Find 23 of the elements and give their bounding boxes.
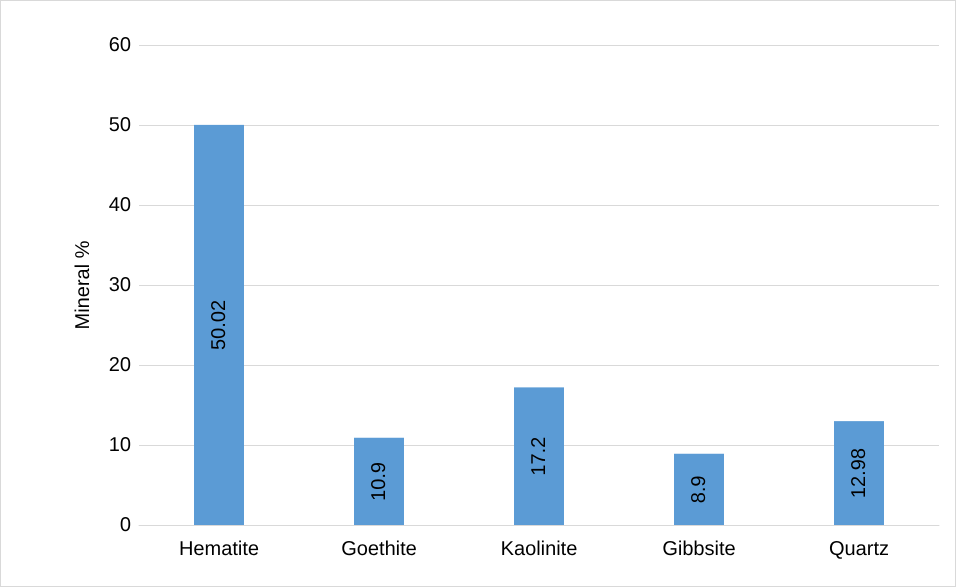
y-tick-label: 50	[108, 114, 131, 136]
y-axis-title: Mineral %	[72, 240, 94, 330]
bar	[674, 454, 724, 525]
data-label: 8.9	[688, 475, 710, 504]
bar	[354, 438, 404, 525]
x-tick-label: Hematite	[178, 538, 260, 560]
data-label: 50.02	[208, 300, 230, 350]
x-tick-label: Gibbsite	[662, 538, 736, 560]
x-tick-label: Goethite	[341, 538, 417, 560]
data-label: 10.9	[368, 462, 390, 501]
y-tick-label: 40	[108, 194, 131, 216]
y-tick-label: 60	[108, 34, 131, 56]
y-tick-label: 0	[120, 514, 131, 536]
data-label: 12.98	[848, 448, 870, 498]
x-tick-label: Kaolinite	[500, 538, 578, 560]
y-tick-label: 10	[108, 434, 131, 456]
x-tick-label: Quartz	[828, 538, 890, 560]
bar	[834, 421, 884, 525]
bar	[194, 124, 244, 525]
y-tick-label: 30	[108, 274, 131, 296]
y-tick-label: 20	[108, 354, 131, 376]
data-label: 17.2	[528, 436, 550, 476]
bar	[514, 387, 564, 525]
